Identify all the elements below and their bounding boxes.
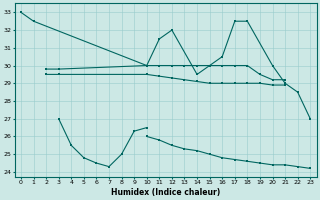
X-axis label: Humidex (Indice chaleur): Humidex (Indice chaleur) bbox=[111, 188, 220, 197]
